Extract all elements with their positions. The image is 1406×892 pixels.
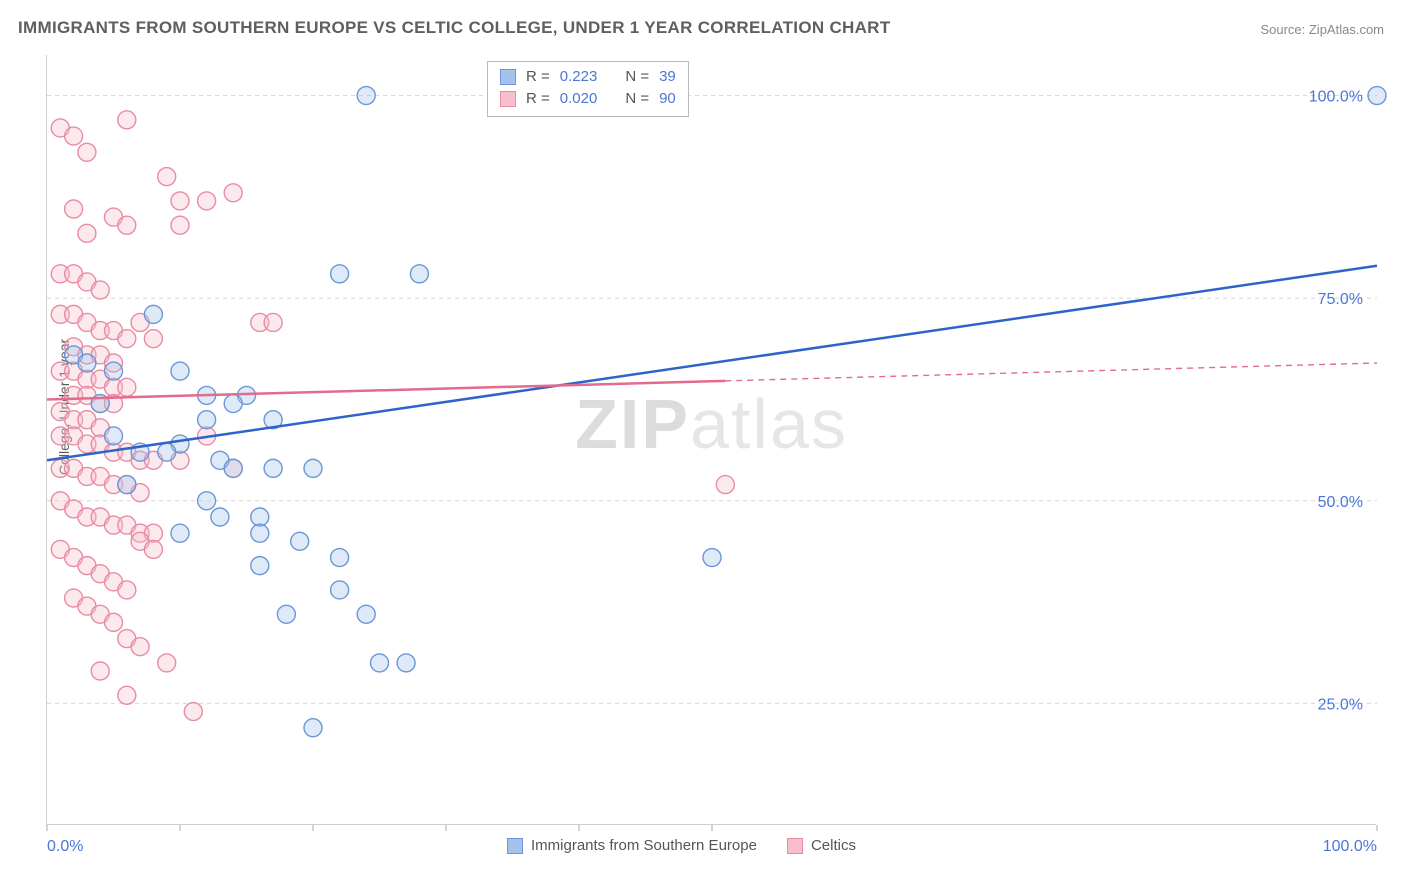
data-point (65, 200, 83, 218)
data-point (144, 540, 162, 558)
data-point (105, 427, 123, 445)
data-point (105, 362, 123, 380)
legend-item: Celtics (787, 837, 856, 854)
data-point (251, 508, 269, 526)
legend-swatch (787, 838, 803, 854)
data-point (118, 111, 136, 129)
legend-swatch (500, 69, 516, 85)
data-point (198, 411, 216, 429)
series-legend: Immigrants from Southern Europe Celtics (507, 837, 856, 854)
data-point (251, 557, 269, 575)
data-point (224, 184, 242, 202)
data-point (91, 662, 109, 680)
data-point (171, 524, 189, 542)
data-point (118, 330, 136, 348)
plot-area: ZIPatlas 25.0%50.0%75.0%100.0%0.0%100.0%… (46, 55, 1376, 825)
data-point (184, 703, 202, 721)
data-point (410, 265, 428, 283)
data-point (78, 143, 96, 161)
data-point (144, 330, 162, 348)
y-tick-label: 25.0% (1318, 696, 1363, 713)
trend-line (47, 381, 725, 400)
data-point (211, 508, 229, 526)
data-point (331, 549, 349, 567)
data-point (171, 216, 189, 234)
stat-n-label: N = (625, 66, 649, 88)
data-point (224, 395, 242, 413)
data-point (91, 281, 109, 299)
data-point (331, 581, 349, 599)
data-point (291, 532, 309, 550)
plot-container: College, Under 1 year ZIPatlas 25.0%50.0… (46, 55, 1376, 825)
data-point (304, 719, 322, 737)
x-tick-label: 0.0% (47, 838, 83, 855)
data-point (158, 654, 176, 672)
data-point (397, 654, 415, 672)
data-point (118, 216, 136, 234)
data-point (65, 127, 83, 145)
data-point (716, 476, 734, 494)
stat-r-value: 0.020 (560, 88, 598, 110)
data-point (264, 313, 282, 331)
data-point (331, 265, 349, 283)
y-tick-label: 100.0% (1309, 89, 1363, 106)
data-point (78, 224, 96, 242)
stat-r-label: R = (526, 66, 550, 88)
stat-r-label: R = (526, 88, 550, 110)
data-point (371, 654, 389, 672)
source-attribution: Source: ZipAtlas.com (1260, 22, 1384, 37)
y-tick-label: 50.0% (1318, 494, 1363, 511)
y-tick-label: 75.0% (1318, 291, 1363, 308)
data-point (78, 354, 96, 372)
correlation-legend: R = 0.223 N = 39 R = 0.020 N = 90 (487, 61, 689, 117)
data-point (198, 492, 216, 510)
data-point (131, 638, 149, 656)
stat-n-label: N = (625, 88, 649, 110)
x-tick-label: 100.0% (1323, 838, 1377, 855)
trend-line (47, 266, 1377, 461)
data-point (118, 476, 136, 494)
data-point (158, 168, 176, 186)
stat-n-value: 39 (659, 66, 676, 88)
stat-n-value: 90 (659, 88, 676, 110)
data-point (277, 605, 295, 623)
data-point (703, 549, 721, 567)
chart-title: IMMIGRANTS FROM SOUTHERN EUROPE VS CELTI… (18, 18, 890, 38)
legend-label: Celtics (811, 837, 856, 854)
data-point (171, 192, 189, 210)
scatter-svg: 25.0%50.0%75.0%100.0%0.0%100.0% (47, 55, 1377, 825)
data-point (118, 581, 136, 599)
data-point (198, 192, 216, 210)
data-point (224, 459, 242, 477)
legend-label: Immigrants from Southern Europe (531, 837, 757, 854)
data-point (118, 686, 136, 704)
data-point (1368, 87, 1386, 105)
data-point (357, 605, 375, 623)
data-point (105, 613, 123, 631)
trend-line-dashed (725, 363, 1377, 381)
data-point (144, 305, 162, 323)
legend-stats-row: R = 0.223 N = 39 (500, 66, 676, 88)
legend-swatch (507, 838, 523, 854)
data-point (118, 378, 136, 396)
data-point (304, 459, 322, 477)
data-point (171, 362, 189, 380)
data-point (357, 87, 375, 105)
legend-swatch (500, 91, 516, 107)
data-point (251, 524, 269, 542)
data-point (264, 459, 282, 477)
data-point (158, 443, 176, 461)
stat-r-value: 0.223 (560, 66, 598, 88)
legend-item: Immigrants from Southern Europe (507, 837, 757, 854)
legend-stats-row: R = 0.020 N = 90 (500, 88, 676, 110)
